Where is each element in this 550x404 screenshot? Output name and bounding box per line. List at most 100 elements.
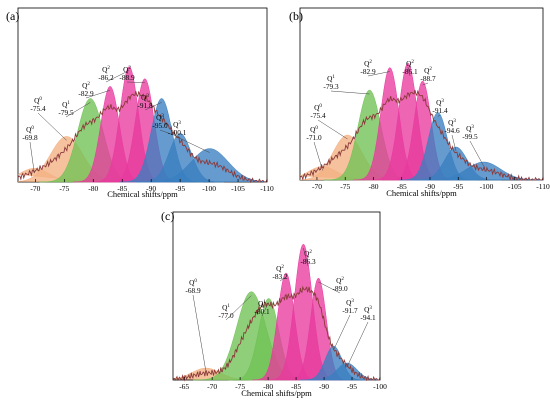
annotation-value: -88.9 bbox=[119, 73, 135, 82]
annotation-arrow bbox=[126, 81, 145, 83]
annotation-q-label: Q0 bbox=[189, 278, 197, 287]
peak-annotation: Q3-100.1 bbox=[168, 120, 210, 153]
x-tick-label: -95 bbox=[347, 382, 357, 391]
annotation-q-label: Q2 bbox=[304, 249, 312, 258]
annotation-value: -91.8 bbox=[137, 101, 153, 110]
annotation-q-label: Q2 bbox=[82, 81, 90, 90]
peak-annotation: Q2-89.0 bbox=[318, 276, 348, 294]
annotation-value: -100.1 bbox=[168, 128, 187, 137]
annotation-q-label: Q1 bbox=[222, 303, 230, 312]
annotation-q-label: Q2 bbox=[406, 59, 414, 68]
x-axis-title: Chemical shifts/ppm bbox=[386, 188, 457, 198]
peak-annotation: Q1-77.0 bbox=[218, 295, 252, 321]
x-tick-label: -85 bbox=[291, 382, 301, 391]
x-tick-label: -90 bbox=[146, 184, 156, 193]
peak-annotation: Q3-94.1 bbox=[346, 305, 376, 368]
peak-annotation: Q2-88.9 bbox=[119, 65, 145, 83]
chart-panel-0: -70 -75 -80 -85 -90 -95 -100 -105 -110 Chemical s… bbox=[6, 7, 274, 199]
annotation-value: -71.0 bbox=[306, 133, 322, 142]
annotation-q-label: Q2 bbox=[424, 66, 432, 75]
peak-annotation: Q2-86.1 bbox=[402, 59, 418, 77]
annotation-arrow bbox=[407, 66, 411, 77]
annotation-arrow bbox=[303, 247, 309, 267]
x-tick-label: -95 bbox=[175, 184, 185, 193]
experimental-envelope bbox=[299, 89, 544, 182]
annotation-q-label: Q2 bbox=[276, 264, 284, 273]
x-tick-label: -75 bbox=[59, 184, 69, 193]
peak-annotation: Q3-91.7 bbox=[333, 298, 358, 351]
x-tick-label: -70 bbox=[30, 184, 40, 193]
annotation-q-label: Q1 bbox=[258, 299, 266, 308]
x-tick-label: -90 bbox=[425, 182, 435, 191]
annotation-value: -94.1 bbox=[360, 313, 376, 322]
annotation-value: -75.4 bbox=[310, 111, 326, 120]
annotation-q-label: Q0 bbox=[26, 125, 34, 134]
peak-annotation: Q0-69.8 bbox=[22, 125, 38, 173]
annotation-arrow bbox=[65, 102, 91, 118]
x-tick-label: -100 bbox=[480, 182, 494, 191]
annotation-arrow bbox=[105, 70, 130, 83]
annotation-arrow bbox=[317, 119, 348, 140]
annotation-value: -88.7 bbox=[420, 74, 436, 83]
annotation-q-label: Q0 bbox=[314, 103, 322, 112]
annotation-arrow bbox=[451, 134, 457, 152]
annotation-arrow bbox=[469, 140, 484, 167]
peak-annotation: Q1-79.5 bbox=[58, 100, 91, 118]
annotation-q-label: Q0 bbox=[310, 125, 318, 134]
experimental-envelope bbox=[17, 90, 268, 184]
x-axis-title: Chemical shifts/ppm bbox=[107, 189, 178, 199]
annotation-arrow bbox=[37, 112, 67, 141]
annotation-arrow bbox=[318, 281, 341, 294]
panel-label: (a) bbox=[6, 9, 19, 23]
annotation-value: -86.3 bbox=[300, 257, 316, 266]
annotation-value: -68.9 bbox=[185, 286, 201, 295]
annotation-value: -99.5 bbox=[462, 132, 478, 141]
x-tick-label: -95 bbox=[453, 182, 463, 191]
annotation-q-label: Q3 bbox=[448, 118, 456, 127]
annotation-arrow bbox=[346, 321, 369, 368]
x-tick-label: -80 bbox=[368, 182, 378, 191]
peak-annotation: Q2-86.3 bbox=[300, 247, 316, 267]
annotation-value: -89.0 bbox=[332, 284, 348, 293]
x-axis-title: Chemical shifts/ppm bbox=[241, 388, 312, 398]
annotation-arrow bbox=[333, 314, 351, 351]
peak-annotation: Q0-75.4 bbox=[310, 103, 348, 140]
panel-label: (b) bbox=[289, 9, 303, 23]
experimental-envelope bbox=[172, 285, 381, 382]
annotation-value: -79.5 bbox=[58, 108, 74, 117]
annotation-arrow bbox=[176, 136, 210, 153]
annotation-value: -95.0 bbox=[152, 121, 168, 130]
annotation-value: -91.4 bbox=[432, 106, 448, 115]
peak-annotation: Q0-75.4 bbox=[30, 96, 67, 141]
annotation-value: -69.8 bbox=[22, 133, 38, 142]
x-tick-label: -80 bbox=[263, 382, 273, 391]
peak-annotation: Q3-91.4 bbox=[432, 98, 448, 117]
annotation-q-label: Q2 bbox=[336, 276, 344, 285]
x-tick-label: -65 bbox=[179, 382, 189, 391]
peak-annotation: Q2-83.2 bbox=[272, 264, 288, 282]
peak-annotation: Q3-91.8 bbox=[137, 93, 162, 111]
peak-annotation: Q2-86.2 bbox=[98, 65, 130, 83]
annotation-value: -91.7 bbox=[342, 306, 358, 315]
annotation-arrow bbox=[437, 114, 441, 117]
x-tick-label: -110 bbox=[260, 184, 274, 193]
annotation-q-label: Q3 bbox=[346, 298, 354, 307]
peak-annotation: Q3-95.0 bbox=[152, 113, 181, 138]
annotation-q-label: Q0 bbox=[34, 96, 42, 105]
x-tick-label: -70 bbox=[207, 382, 217, 391]
annotation-arrow bbox=[279, 276, 287, 282]
x-tick-label: -85 bbox=[117, 184, 127, 193]
annotation-q-label: Q2 bbox=[364, 59, 372, 68]
annotation-q-label: Q2 bbox=[123, 65, 131, 74]
annotation-arrow bbox=[261, 302, 269, 317]
annotation-value: -94.6 bbox=[444, 126, 460, 135]
peak-annotation: Q0-71.0 bbox=[306, 125, 323, 171]
annotation-arrow bbox=[29, 141, 35, 173]
x-tick-label: -105 bbox=[231, 184, 245, 193]
annotation-value: -82.9 bbox=[360, 67, 376, 76]
x-tick-label: -100 bbox=[202, 184, 216, 193]
x-tick-label: -110 bbox=[536, 182, 550, 191]
x-tick-label: -85 bbox=[397, 182, 407, 191]
annotation-value: -83.2 bbox=[272, 272, 288, 281]
